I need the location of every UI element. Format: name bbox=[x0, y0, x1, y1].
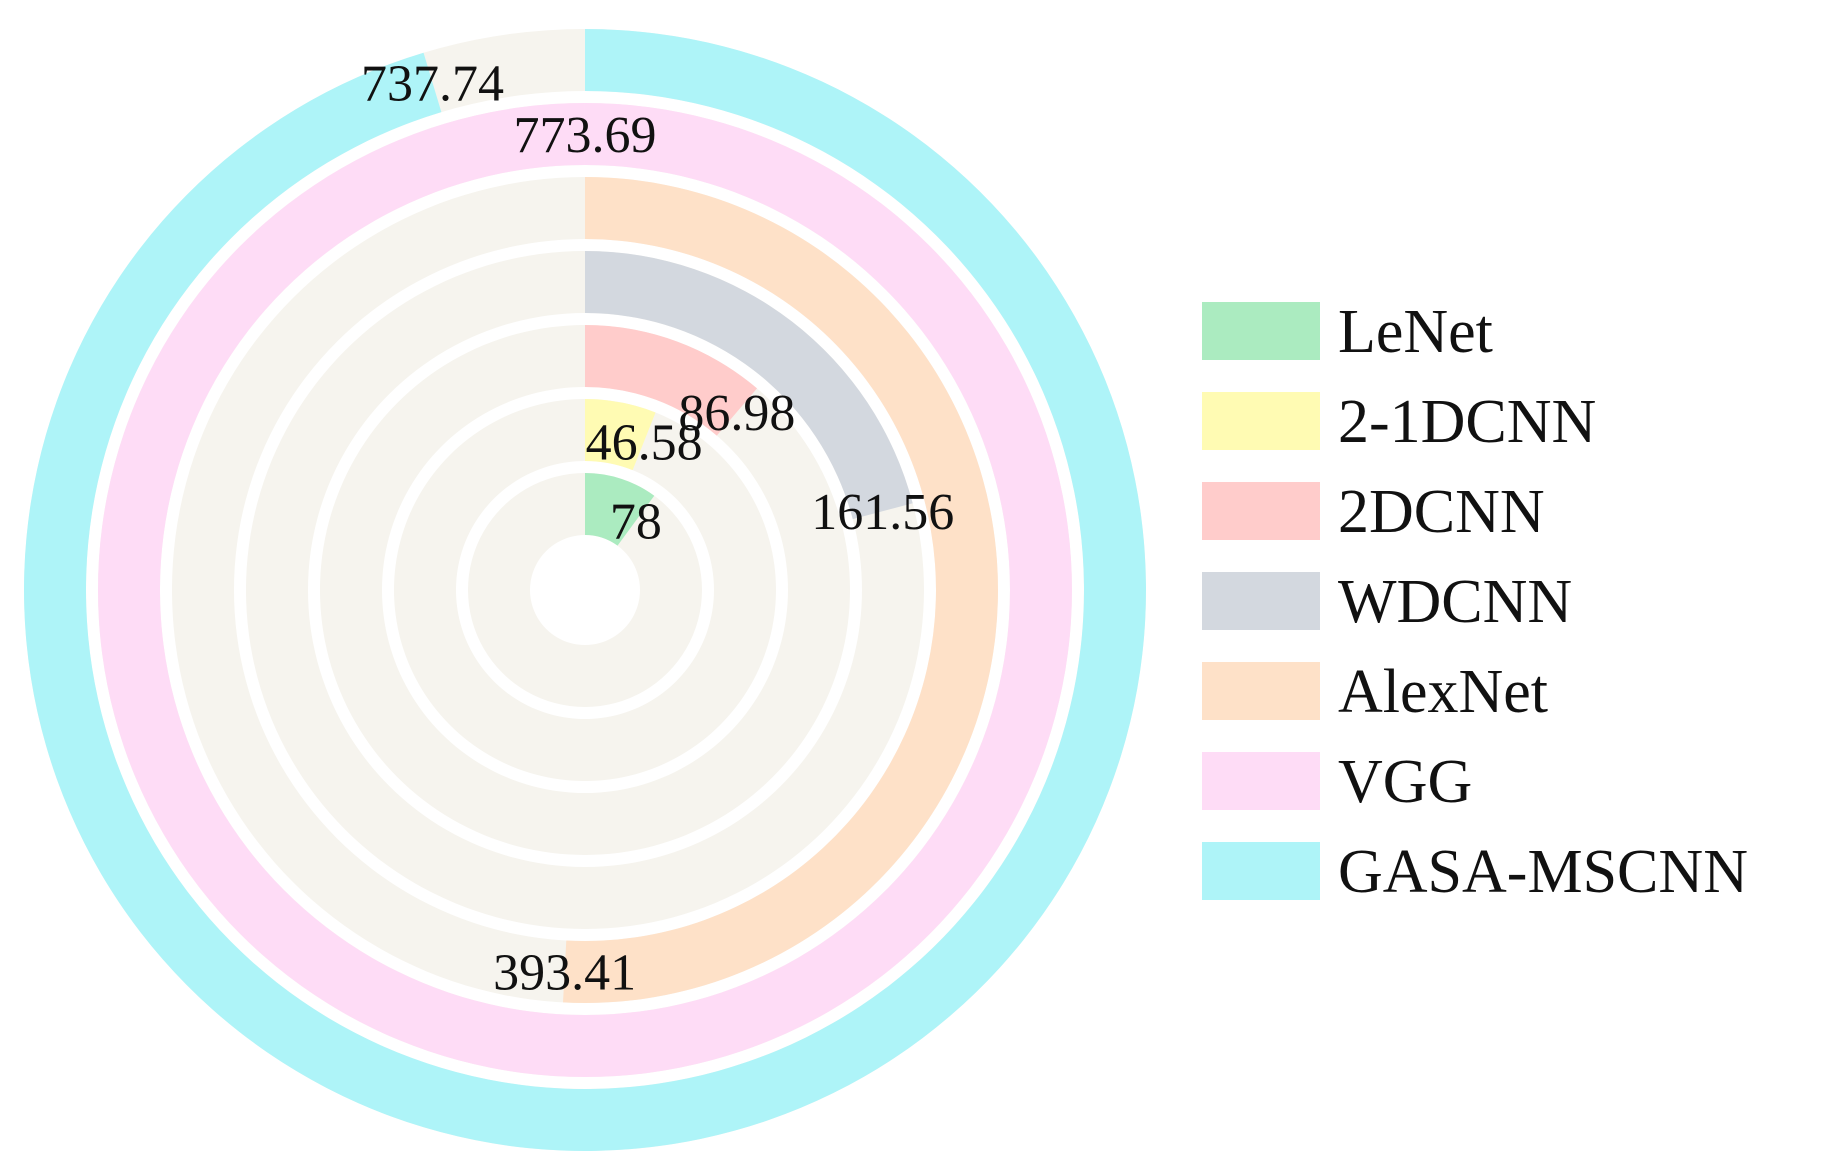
legend-swatch-2-1dcnn bbox=[1202, 392, 1320, 450]
ring-track-2-1dcnn bbox=[393, 399, 776, 781]
data-label-lenet: 78 bbox=[610, 494, 662, 551]
legend-label-gasa-mscnn: GASA-MSCNN bbox=[1338, 838, 1748, 906]
ring-bar-vgg bbox=[97, 103, 1072, 1077]
legend-label-alexnet: AlexNet bbox=[1338, 658, 1548, 726]
legend-label-2dcnn: 2DCNN bbox=[1338, 478, 1545, 546]
ring-bar-2-1dcnn bbox=[585, 399, 656, 471]
legend-swatch-lenet bbox=[1202, 302, 1320, 360]
data-label-2-1dcnn: 46.58 bbox=[586, 414, 703, 471]
ring-bar-2dcnn bbox=[585, 325, 758, 436]
data-label-gasa-mscnn: 737.74 bbox=[361, 55, 504, 112]
legend: LeNet 2-1DCNN 2DCNN WDCNN AlexNet VGG GASA-MSC… bbox=[1202, 298, 1748, 906]
legend-swatch-alexnet bbox=[1202, 662, 1320, 720]
ring-bar-wdcnn bbox=[585, 251, 913, 520]
legend-swatch-2dcnn bbox=[1202, 482, 1320, 540]
data-label-vgg: 773.69 bbox=[514, 107, 657, 164]
legend-label-2-1dcnn: 2-1DCNN bbox=[1338, 388, 1596, 456]
legend-swatch-wdcnn bbox=[1202, 572, 1320, 630]
ring-group bbox=[23, 29, 1146, 1152]
legend-label-wdcnn: WDCNN bbox=[1338, 568, 1572, 636]
legend-label-vgg: VGG bbox=[1338, 748, 1472, 816]
data-label-2dcnn: 86.98 bbox=[678, 385, 795, 442]
legend-swatch-vgg bbox=[1202, 752, 1320, 810]
legend-swatch-gasa-mscnn bbox=[1202, 842, 1320, 900]
data-label-alexnet: 393.41 bbox=[493, 944, 636, 1001]
ring-bar-alexnet bbox=[562, 177, 999, 1003]
ring-track-lenet bbox=[467, 473, 702, 707]
ring-bar-lenet bbox=[585, 473, 655, 546]
legend-label-lenet: LeNet bbox=[1338, 298, 1493, 366]
data-label-wdcnn: 161.56 bbox=[811, 484, 954, 541]
